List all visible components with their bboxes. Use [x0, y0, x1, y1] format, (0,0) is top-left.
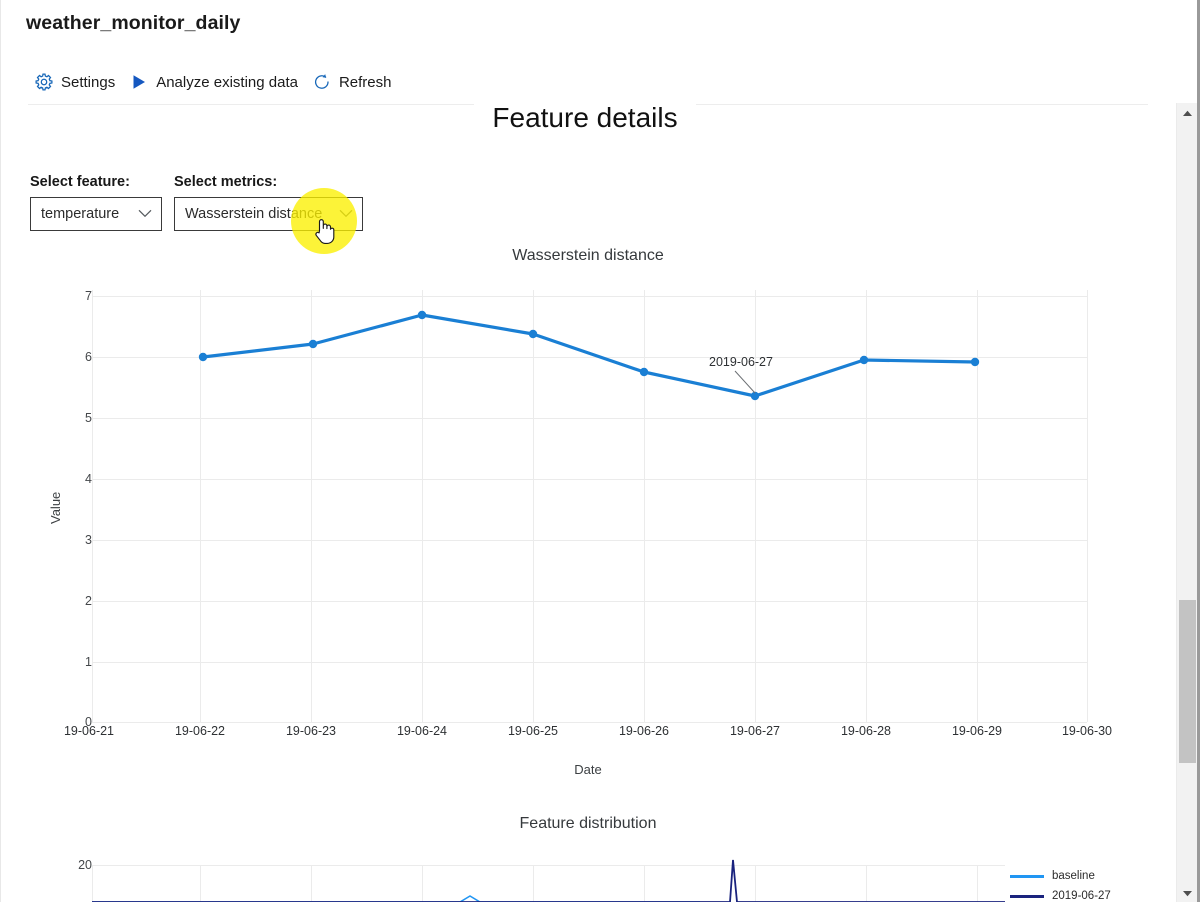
legend-swatch-current: [1010, 894, 1044, 898]
chart1-ytick: 1: [85, 655, 92, 669]
vertical-scrollbar[interactable]: [1176, 103, 1197, 902]
scrollbar-up-button[interactable]: [1177, 103, 1198, 122]
triangle-up-icon: [1182, 104, 1193, 122]
chart1-ytick: 6: [85, 350, 92, 364]
window-left-edge: [0, 0, 1, 902]
chart2-ytick: 20: [78, 858, 92, 872]
chart1-xtick: 19-06-21: [63, 724, 115, 738]
chart1-xtick: 19-06-29: [951, 724, 1003, 738]
section-heading-text: Feature details: [474, 102, 696, 133]
toolbar: Settings Analyze existing data Refresh: [30, 68, 402, 96]
toolbar-item-refresh[interactable]: Refresh: [308, 70, 402, 94]
feature-select[interactable]: temperature: [30, 197, 162, 231]
chart1-ytick: 3: [85, 533, 92, 547]
chart1-xtick: 19-06-27: [729, 724, 781, 738]
chart1-xtick: 19-06-24: [396, 724, 448, 738]
chart1-xtick: 19-06-30: [1061, 724, 1113, 738]
scrollbar-down-button[interactable]: [1177, 883, 1198, 902]
legend-label-current: 2019-06-27: [1052, 890, 1111, 902]
chart2-title: Feature distribution: [519, 815, 657, 832]
toolbar-item-analyze-label: Analyze existing data: [156, 73, 298, 91]
chart1-ytick: 4: [85, 472, 92, 486]
toolbar-item-refresh-label: Refresh: [338, 73, 392, 91]
chart2-legend: baseline 2019-06-27: [1010, 866, 1111, 902]
chart1-xtick: 19-06-26: [618, 724, 670, 738]
window-right-edge: [1197, 0, 1200, 902]
legend-item-current: 2019-06-27: [1010, 886, 1111, 902]
legend-swatch-baseline: [1010, 874, 1044, 878]
toolbar-item-settings-label: Settings: [61, 73, 116, 91]
chevron-down-icon: [138, 206, 152, 222]
triangle-down-icon: [1182, 884, 1193, 902]
metrics-select-value: Wasserstein distance: [185, 206, 323, 222]
gear-icon: [34, 72, 54, 92]
refresh-icon: [312, 72, 332, 92]
chart2-plot-area: 20 baseline: [78, 858, 1111, 902]
feature-selector-label: Select feature:: [30, 174, 130, 190]
chart1-canvas: [92, 290, 1088, 723]
feature-select-value: temperature: [41, 206, 120, 222]
chart1-xtick: 19-06-28: [840, 724, 892, 738]
scrollbar-thumb[interactable]: [1179, 600, 1196, 763]
legend-label-baseline: baseline: [1052, 870, 1095, 882]
chart2-canvas: [92, 859, 1005, 902]
toolbar-item-settings[interactable]: Settings: [30, 70, 125, 94]
toolbar-item-analyze-existing-data[interactable]: Analyze existing data: [125, 70, 308, 94]
chart1-xtick: 19-06-25: [507, 724, 559, 738]
chart1-xtick: 19-06-23: [285, 724, 337, 738]
legend-item-baseline: baseline: [1010, 866, 1111, 886]
chart1-annotation: 2019-06-27: [709, 355, 773, 369]
metrics-selector-label: Select metrics:: [174, 174, 278, 190]
chart1-ytick: 5: [85, 411, 92, 425]
chart1-xtick: 19-06-22: [174, 724, 226, 738]
chart1-title: Wasserstein distance: [512, 247, 664, 264]
section-heading: Feature details: [0, 102, 1170, 134]
chart1-ytick: 7: [85, 289, 92, 303]
page-title: weather_monitor_daily: [26, 12, 241, 34]
chart1-plot-area: Value Date 7 6 5 4 3 2 1 0 19-06-21 19-0…: [48, 289, 1113, 777]
chart1-ytick: 0: [85, 715, 92, 729]
chart1-x-axis-label: Date: [574, 762, 602, 777]
play-icon: [129, 72, 149, 92]
chart1-ytick: 2: [85, 594, 92, 608]
feature-selector-group: Select feature: temperature: [30, 174, 162, 231]
